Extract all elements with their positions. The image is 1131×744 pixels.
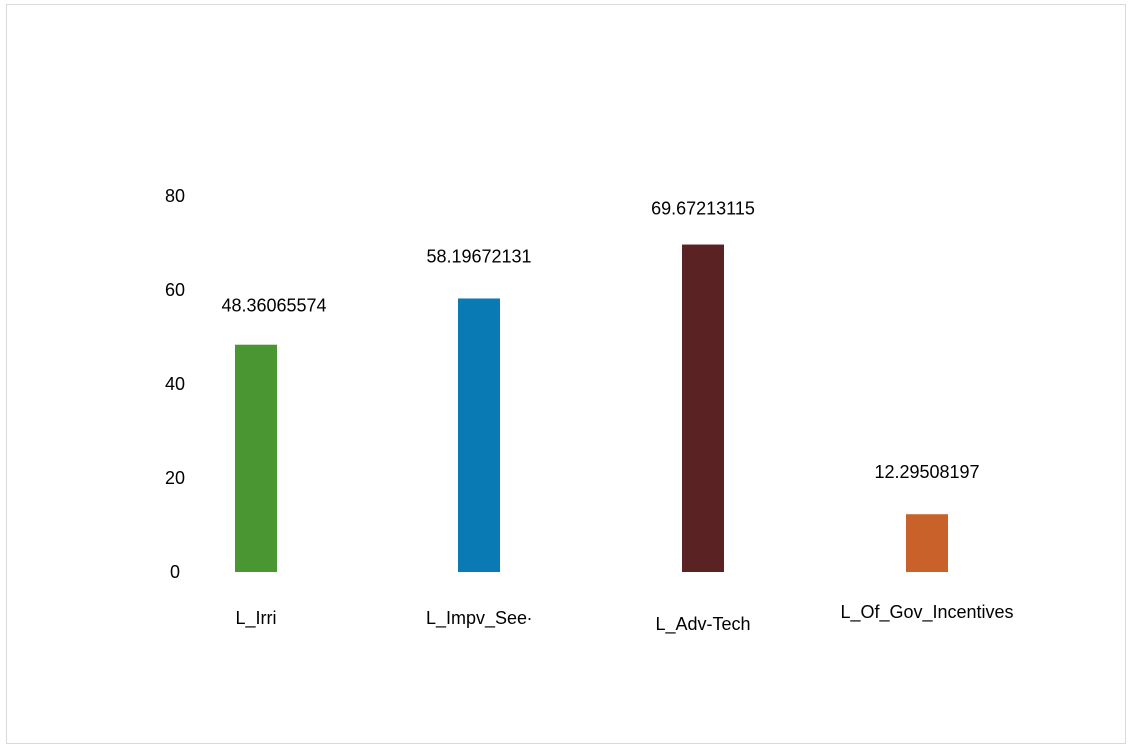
- data-label: 12.29508197: [874, 462, 979, 482]
- category-label: L_Adv-Tech: [655, 614, 750, 635]
- category-label: L_Of_Gov_Incentives: [840, 602, 1013, 623]
- category-label: L_Impv_See·: [426, 608, 532, 629]
- bar-l-of-gov-incentives: [906, 514, 948, 572]
- data-label: 48.36065574: [221, 296, 326, 316]
- y-tick-label: 60: [165, 280, 185, 300]
- category-label: L_Irri: [235, 608, 276, 629]
- data-label: 69.67213115: [651, 199, 755, 219]
- y-tick-label: 20: [165, 468, 185, 488]
- bar-l-irri: [235, 344, 277, 572]
- chart-frame: [6, 4, 1126, 744]
- bar-l-adv-tech: [682, 244, 724, 572]
- y-tick-label: 40: [165, 374, 185, 394]
- y-tick-label: 0: [170, 562, 180, 582]
- bar-l-impv-see-: [458, 298, 500, 572]
- data-label: 58.19672131: [426, 246, 531, 266]
- y-tick-label: 80: [165, 186, 185, 206]
